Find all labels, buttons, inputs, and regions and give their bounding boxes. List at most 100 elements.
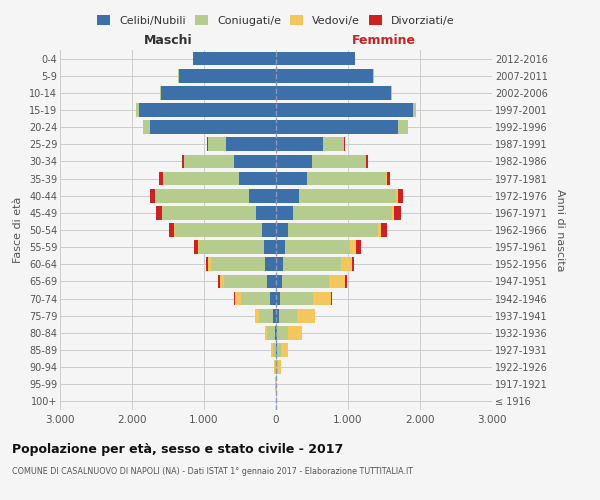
Legend: Celibi/Nubili, Coniugati/e, Vedovi/e, Divorziati/e: Celibi/Nubili, Coniugati/e, Vedovi/e, Di… [93, 10, 459, 30]
Bar [283, 258, 341, 271]
Bar [175, 223, 262, 237]
Y-axis label: Anni di nascita: Anni di nascita [554, 188, 565, 271]
Bar [139, 103, 276, 117]
Bar [276, 189, 299, 202]
Bar [160, 86, 161, 100]
Bar [276, 172, 307, 185]
Bar [386, 172, 387, 185]
Bar [356, 240, 361, 254]
Bar [392, 206, 394, 220]
Bar [273, 343, 275, 357]
Bar [307, 172, 386, 185]
Bar [197, 240, 199, 254]
Bar [276, 120, 398, 134]
Bar [276, 154, 312, 168]
Bar [264, 240, 276, 254]
Bar [162, 206, 256, 220]
Bar [271, 343, 273, 357]
Bar [226, 138, 276, 151]
Bar [149, 189, 155, 202]
Bar [199, 240, 264, 254]
Bar [248, 189, 276, 202]
Bar [281, 343, 288, 357]
Bar [259, 309, 273, 322]
Bar [239, 172, 276, 185]
Bar [286, 240, 350, 254]
Bar [345, 274, 347, 288]
Bar [312, 154, 366, 168]
Bar [234, 154, 276, 168]
Bar [276, 326, 277, 340]
Bar [150, 120, 276, 134]
Bar [350, 240, 356, 254]
Bar [276, 52, 355, 66]
Bar [255, 309, 259, 322]
Bar [287, 223, 377, 237]
Bar [179, 69, 276, 82]
Bar [159, 172, 163, 185]
Bar [268, 274, 276, 288]
Bar [394, 206, 401, 220]
Bar [398, 189, 403, 202]
Bar [156, 206, 161, 220]
Bar [143, 120, 150, 134]
Bar [276, 86, 391, 100]
Bar [282, 274, 329, 288]
Bar [277, 326, 287, 340]
Bar [136, 103, 139, 117]
Bar [274, 360, 275, 374]
Bar [193, 52, 276, 66]
Bar [211, 258, 265, 271]
Bar [155, 189, 248, 202]
Bar [276, 240, 286, 254]
Bar [287, 326, 302, 340]
Bar [184, 154, 234, 168]
Bar [277, 360, 278, 374]
Text: Maschi: Maschi [143, 34, 193, 46]
Bar [413, 103, 416, 117]
Bar [265, 258, 276, 271]
Bar [268, 326, 275, 340]
Bar [367, 154, 368, 168]
Bar [275, 326, 276, 340]
Bar [194, 240, 197, 254]
Bar [277, 343, 281, 357]
Bar [331, 292, 332, 306]
Bar [381, 223, 387, 237]
Bar [279, 309, 297, 322]
Bar [387, 172, 391, 185]
Bar [276, 206, 293, 220]
Bar [269, 292, 276, 306]
Text: Femmine: Femmine [352, 34, 416, 46]
Bar [234, 292, 235, 306]
Bar [208, 258, 211, 271]
Bar [276, 258, 283, 271]
Bar [273, 309, 276, 322]
Bar [220, 274, 224, 288]
Bar [377, 223, 381, 237]
Bar [262, 223, 276, 237]
Bar [182, 154, 184, 168]
Bar [278, 360, 281, 374]
Bar [276, 292, 280, 306]
Bar [391, 86, 392, 100]
Bar [208, 138, 226, 151]
Bar [276, 309, 279, 322]
Bar [276, 69, 373, 82]
Bar [323, 138, 344, 151]
Bar [398, 120, 408, 134]
Bar [218, 274, 220, 288]
Bar [161, 206, 162, 220]
Text: COMUNE DI CASALNUOVO DI NAPOLI (NA) - Dati ISTAT 1° gennaio 2017 - Elaborazione : COMUNE DI CASALNUOVO DI NAPOLI (NA) - Da… [12, 468, 413, 476]
Bar [235, 292, 241, 306]
Y-axis label: Fasce di età: Fasce di età [13, 197, 23, 263]
Bar [313, 292, 331, 306]
Bar [329, 274, 345, 288]
Bar [265, 326, 268, 340]
Bar [206, 258, 208, 271]
Bar [241, 292, 269, 306]
Bar [161, 86, 276, 100]
Bar [256, 206, 276, 220]
Bar [275, 360, 276, 374]
Bar [276, 343, 277, 357]
